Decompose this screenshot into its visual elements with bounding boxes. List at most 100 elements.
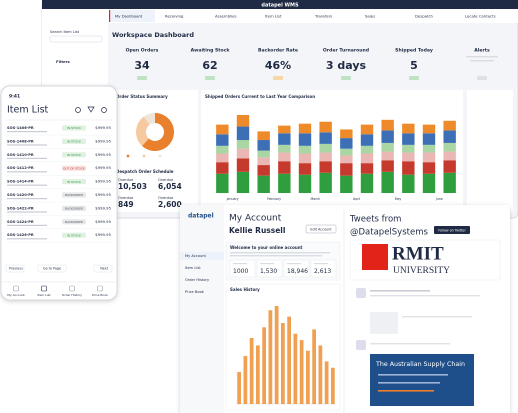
sales-bar — [268, 310, 273, 404]
sales-bar — [243, 356, 248, 404]
sales-title: Sales History — [230, 287, 260, 292]
avatar — [356, 340, 366, 350]
kpi-value: 34 — [134, 59, 150, 72]
menu-item[interactable]: My Account — [185, 254, 206, 258]
bar-segment — [360, 173, 374, 193]
right-panel — [467, 90, 513, 212]
bar-segment — [216, 173, 229, 193]
kpi-value: 5 — [410, 59, 418, 72]
stat-card — [283, 259, 310, 278]
text-line — [378, 382, 440, 384]
bar-segment — [278, 173, 291, 193]
status-badge — [62, 205, 86, 211]
nav-item[interactable]: Receiving — [165, 14, 184, 19]
item-code: SOS-1422-PR — [7, 206, 34, 210]
stat-card — [229, 259, 256, 278]
search-icon[interactable] — [101, 107, 107, 113]
item-price: $999.95 — [95, 152, 111, 157]
bar-segment — [340, 129, 353, 139]
filters-label: Filters — [56, 59, 70, 64]
despatch-label: Overdue — [158, 196, 174, 200]
menu-active — [180, 252, 224, 260]
nav: My Dashboard Receiving Assemblies Item List… — [109, 10, 496, 22]
despatch-value: 10,503 — [118, 182, 147, 191]
nav-item[interactable]: Transfers — [314, 14, 332, 19]
portal-heading: My Account — [229, 214, 282, 224]
bar-segment — [381, 160, 394, 172]
bar-segment — [257, 165, 270, 176]
x-label: May — [395, 197, 402, 201]
kpi-label: Open Orders — [126, 48, 159, 54]
despatch-label: Overdue — [158, 178, 174, 182]
page-button[interactable] — [5, 264, 25, 273]
bar-segment — [319, 172, 332, 193]
bar-segment — [319, 152, 332, 162]
bar-segment — [381, 171, 394, 193]
text-line — [402, 316, 472, 318]
page-label: Go to Page — [43, 267, 61, 271]
bar-segment — [443, 160, 456, 173]
stat-value: 2,613 — [314, 268, 331, 275]
follow-button[interactable] — [434, 226, 470, 234]
nav-item[interactable]: Item List — [265, 14, 282, 19]
download-icon[interactable] — [75, 107, 81, 113]
dashboard-title: Workspace Dashboard — [112, 31, 194, 39]
bar-segment — [402, 174, 415, 193]
menu-item[interactable]: Price Book — [185, 290, 205, 294]
menu-item[interactable]: Order History — [185, 278, 210, 282]
page-button[interactable] — [37, 264, 67, 273]
stat-value: 1000 — [233, 268, 248, 275]
search-input[interactable] — [49, 35, 103, 43]
bar-segment — [257, 140, 270, 151]
bar-segment — [422, 152, 436, 163]
status-badge — [62, 192, 86, 198]
nav-item[interactable]: My Dashboard — [115, 14, 143, 19]
tweets-handle: @DatapelSystems — [350, 228, 428, 238]
tab-icon[interactable] — [97, 285, 103, 292]
sales-bar — [249, 337, 254, 404]
text-line — [466, 56, 498, 58]
status-text: OUT OF STOCK — [63, 166, 85, 170]
status-text: IN STOCK — [67, 180, 81, 184]
brand: datapel WMS — [261, 3, 299, 9]
kpi-value: 62 — [202, 59, 217, 72]
text-line — [287, 263, 301, 265]
item-price: $999.95 — [95, 165, 111, 170]
bar-segment — [236, 140, 250, 149]
tab-icon[interactable] — [13, 285, 19, 292]
tab-icon[interactable] — [41, 285, 47, 292]
donut-slice — [143, 113, 155, 125]
bar-segment — [216, 153, 229, 163]
nav-item[interactable]: Sales — [365, 14, 375, 19]
text-line — [230, 252, 330, 254]
bar-segment — [278, 133, 291, 145]
kpi-value: 46% — [265, 59, 291, 72]
follow-label: Follow on Twitter — [438, 228, 466, 232]
item-price: $999.95 — [95, 125, 111, 130]
bar-segment — [236, 171, 250, 193]
page-button[interactable] — [93, 264, 113, 273]
despatch-label: Overdue — [118, 178, 134, 182]
kpi-badge — [137, 76, 147, 80]
nav-item[interactable]: Locate Contacts — [465, 14, 496, 19]
bar-segment — [360, 153, 374, 164]
tab-icon[interactable] — [69, 285, 75, 292]
bar-segment — [257, 150, 270, 158]
bar-segment — [443, 130, 456, 143]
item-desc — [7, 238, 47, 240]
text-line — [260, 263, 274, 265]
bar-segment — [298, 174, 312, 193]
menu-item[interactable]: Item List — [185, 266, 201, 270]
edit-account-button[interactable] — [305, 224, 337, 234]
bar-segment — [319, 161, 332, 173]
filter-icon[interactable] — [87, 106, 95, 113]
sales-bar — [318, 345, 323, 404]
status-badge — [62, 219, 86, 225]
nav-item[interactable]: Despatch — [415, 14, 434, 19]
nav-item[interactable]: Assemblies — [215, 14, 236, 19]
bar-segment — [443, 142, 456, 152]
bar-segment — [402, 123, 415, 134]
bar-segment — [422, 124, 436, 134]
item-price: $999.95 — [95, 192, 111, 197]
status-badge — [62, 125, 86, 131]
